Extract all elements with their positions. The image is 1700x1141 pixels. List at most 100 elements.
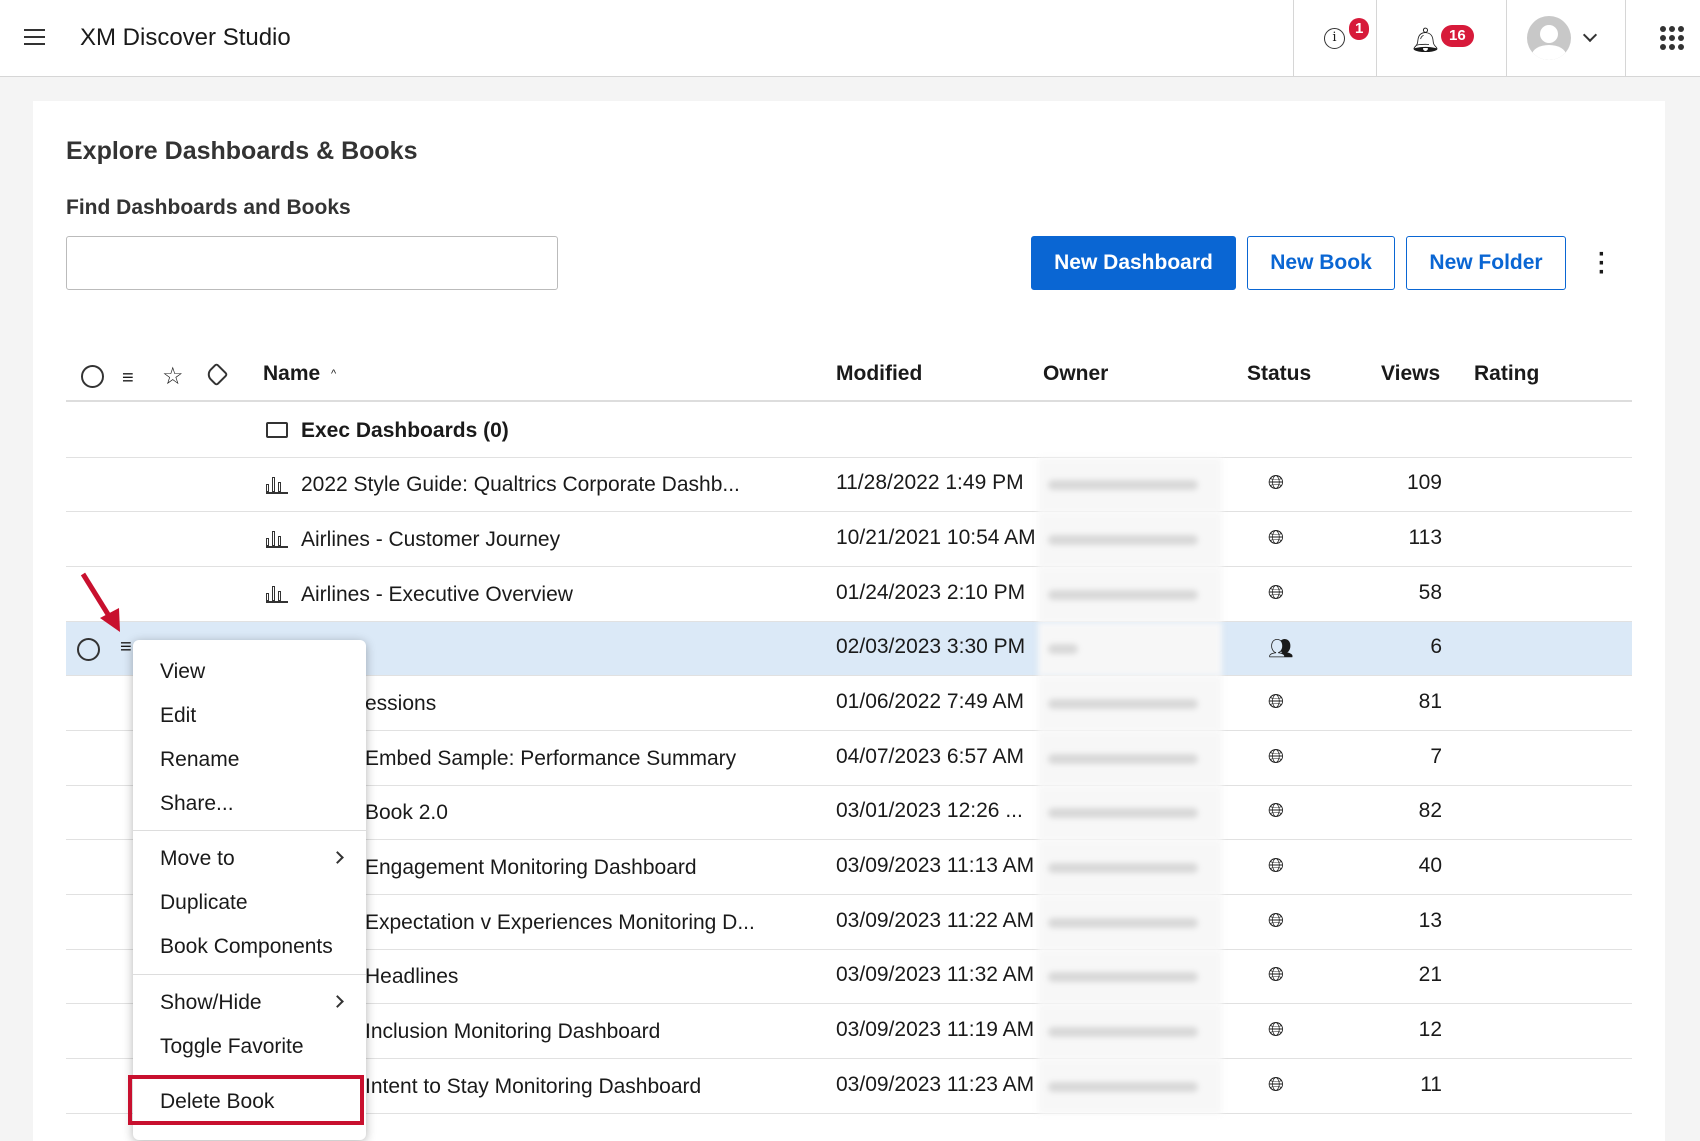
row-modified: 10/21/2021 10:54 AM xyxy=(836,526,1036,549)
row-modified: 01/06/2022 7:49 AM xyxy=(836,690,1024,713)
table-row[interactable]: Airlines - Executive Overview 01/24/2023 … xyxy=(66,567,1632,622)
owner-blurred xyxy=(1038,567,1222,622)
menu-item-share[interactable]: Share... xyxy=(160,792,234,815)
dashboard-icon xyxy=(266,476,288,494)
app-grid-icon[interactable] xyxy=(1660,26,1684,50)
menu-item-rename[interactable]: Rename xyxy=(160,748,240,771)
row-views: 21 xyxy=(1418,963,1442,986)
globe-icon: 🌐︎ xyxy=(1268,527,1284,549)
sort-asc-icon: ^ xyxy=(331,368,337,380)
row-views: 7 xyxy=(1430,745,1442,768)
header-modified[interactable]: Modified xyxy=(836,362,923,385)
owner-blurred xyxy=(1038,676,1222,731)
folder-name: Exec Dashboards (0) xyxy=(301,419,509,442)
row-name[interactable]: Engagement Monitoring Dashboard xyxy=(365,856,697,879)
globe-icon: 🌐︎ xyxy=(1268,1074,1284,1096)
row-name[interactable]: Airlines - Customer Journey xyxy=(301,528,561,551)
globe-icon: 🌐︎ xyxy=(1268,472,1284,494)
globe-icon: 🌐︎ xyxy=(1268,964,1284,986)
menu-item-edit[interactable]: Edit xyxy=(160,704,197,727)
table-row[interactable]: 2022 Style Guide: Qualtrics Corporate Da… xyxy=(66,458,1632,512)
globe-icon: 🌐︎ xyxy=(1268,910,1284,932)
owner-blurred xyxy=(1038,622,1222,676)
menu-item-delete-book[interactable]: Delete Book xyxy=(160,1090,275,1113)
row-modified: 03/09/2023 11:23 AM xyxy=(836,1073,1035,1096)
info-icon[interactable]: i xyxy=(1324,28,1345,49)
new-dashboard-button[interactable]: New Dashboard xyxy=(1031,236,1236,290)
row-views: 58 xyxy=(1418,581,1442,604)
owner-blurred xyxy=(1038,1004,1222,1059)
owner-blurred xyxy=(1038,512,1222,567)
avatar[interactable] xyxy=(1527,16,1571,60)
row-checkbox[interactable] xyxy=(77,638,100,661)
row-modified: 03/09/2023 11:22 AM xyxy=(836,909,1035,932)
owner-blurred xyxy=(1038,458,1222,512)
row-views: 81 xyxy=(1418,690,1442,713)
table-row[interactable]: Book 2.0 03/01/2023 12:26 ... 🌐︎ 82 xyxy=(66,786,1632,840)
menu-item-book-components[interactable]: Book Components xyxy=(160,935,333,958)
row-name[interactable]: Intent to Stay Monitoring Dashboard xyxy=(365,1075,702,1098)
star-icon[interactable]: ☆ xyxy=(162,363,184,390)
search-input[interactable] xyxy=(66,236,558,290)
header-rating[interactable]: Rating xyxy=(1474,362,1540,385)
more-options-icon[interactable]: · · · xyxy=(1598,241,1606,286)
chevron-down-icon[interactable] xyxy=(1582,27,1598,43)
row-name[interactable]: Headlines xyxy=(365,965,459,988)
hamburger-menu-icon[interactable] xyxy=(24,29,45,45)
row-views: 11 xyxy=(1420,1073,1442,1096)
header-views[interactable]: Views xyxy=(1381,362,1441,385)
table-row[interactable]: Expectation v Experiences Monitoring D..… xyxy=(66,895,1632,950)
bell-icon[interactable]: 🔔︎ xyxy=(1410,27,1441,54)
row-name[interactable]: Airlines - Executive Overview xyxy=(301,583,573,606)
menu-item-show-hide[interactable]: Show/Hide xyxy=(160,991,262,1014)
row-views: 6 xyxy=(1430,635,1442,658)
table-row[interactable]: Inclusion Monitoring Dashboard 03/09/2023… xyxy=(66,1004,1632,1059)
owner-blurred xyxy=(1038,840,1222,895)
row-modified: 03/09/2023 11:19 AM xyxy=(836,1018,1035,1041)
list-menu-icon[interactable]: ≡ xyxy=(122,367,134,389)
row-name[interactable]: Expectation v Experiences Monitoring D..… xyxy=(365,911,755,934)
folder-row[interactable]: Exec Dashboards (0) xyxy=(66,402,1632,458)
new-book-button[interactable]: New Book xyxy=(1247,236,1395,290)
globe-icon: 🌐︎ xyxy=(1268,855,1284,877)
row-modified: 02/03/2023 3:30 PM xyxy=(836,635,1026,658)
table-row[interactable]: Headlines 03/09/2023 11:32 AM 🌐︎ 21 xyxy=(66,950,1632,1004)
header-name[interactable]: Name xyxy=(263,362,321,385)
dashboard-icon xyxy=(266,585,288,603)
menu-item-view[interactable]: View xyxy=(160,660,206,683)
new-folder-button[interactable]: New Folder xyxy=(1406,236,1566,290)
row-modified: 03/09/2023 11:32 AM xyxy=(836,963,1035,986)
row-views: 109 xyxy=(1406,471,1442,494)
owner-blurred xyxy=(1038,950,1222,1004)
row-views: 13 xyxy=(1418,909,1442,932)
row-name[interactable]: Embed Sample: Performance Summary xyxy=(365,747,737,770)
owner-blurred xyxy=(1038,786,1222,840)
menu-item-move-to[interactable]: Move to xyxy=(160,847,235,870)
header-status[interactable]: Status xyxy=(1247,362,1312,385)
table-row[interactable]: essions 01/06/2022 7:49 AM 🌐︎ 81 xyxy=(66,676,1632,731)
app-title: XM Discover Studio xyxy=(80,24,291,51)
dashboard-icon xyxy=(266,530,288,548)
header-owner[interactable]: Owner xyxy=(1043,362,1109,385)
row-name[interactable]: Book 2.0 xyxy=(365,801,448,824)
chevron-right-icon xyxy=(331,995,344,1008)
info-badge: 1 xyxy=(1349,18,1370,40)
table-row[interactable]: Engagement Monitoring Dashboard 03/09/202… xyxy=(66,840,1632,895)
owner-blurred xyxy=(1038,895,1222,950)
menu-item-toggle-favorite[interactable]: Toggle Favorite xyxy=(160,1035,304,1058)
menu-item-duplicate[interactable]: Duplicate xyxy=(160,891,248,914)
table-row[interactable]: Intent to Stay Monitoring Dashboard 03/09… xyxy=(66,1059,1632,1114)
row-menu-icon[interactable]: ≡ xyxy=(120,636,132,658)
row-name[interactable]: 2022 Style Guide: Qualtrics Corporate Da… xyxy=(301,473,740,496)
owner-blurred xyxy=(1038,1059,1222,1114)
row-name[interactable]: Inclusion Monitoring Dashboard xyxy=(365,1020,661,1043)
search-label: Find Dashboards and Books xyxy=(66,196,351,219)
row-name[interactable]: essions xyxy=(365,692,437,715)
globe-icon: 🌐︎ xyxy=(1268,691,1284,713)
table-row[interactable]: Embed Sample: Performance Summary 04/07/2… xyxy=(66,731,1632,786)
table-row[interactable]: Airlines - Customer Journey 10/21/2021 10… xyxy=(66,512,1632,567)
owner-blurred xyxy=(1038,731,1222,786)
globe-icon: 🌐︎ xyxy=(1268,1019,1284,1041)
globe-icon: 🌐︎ xyxy=(1268,800,1284,822)
select-all-checkbox[interactable] xyxy=(81,365,104,388)
